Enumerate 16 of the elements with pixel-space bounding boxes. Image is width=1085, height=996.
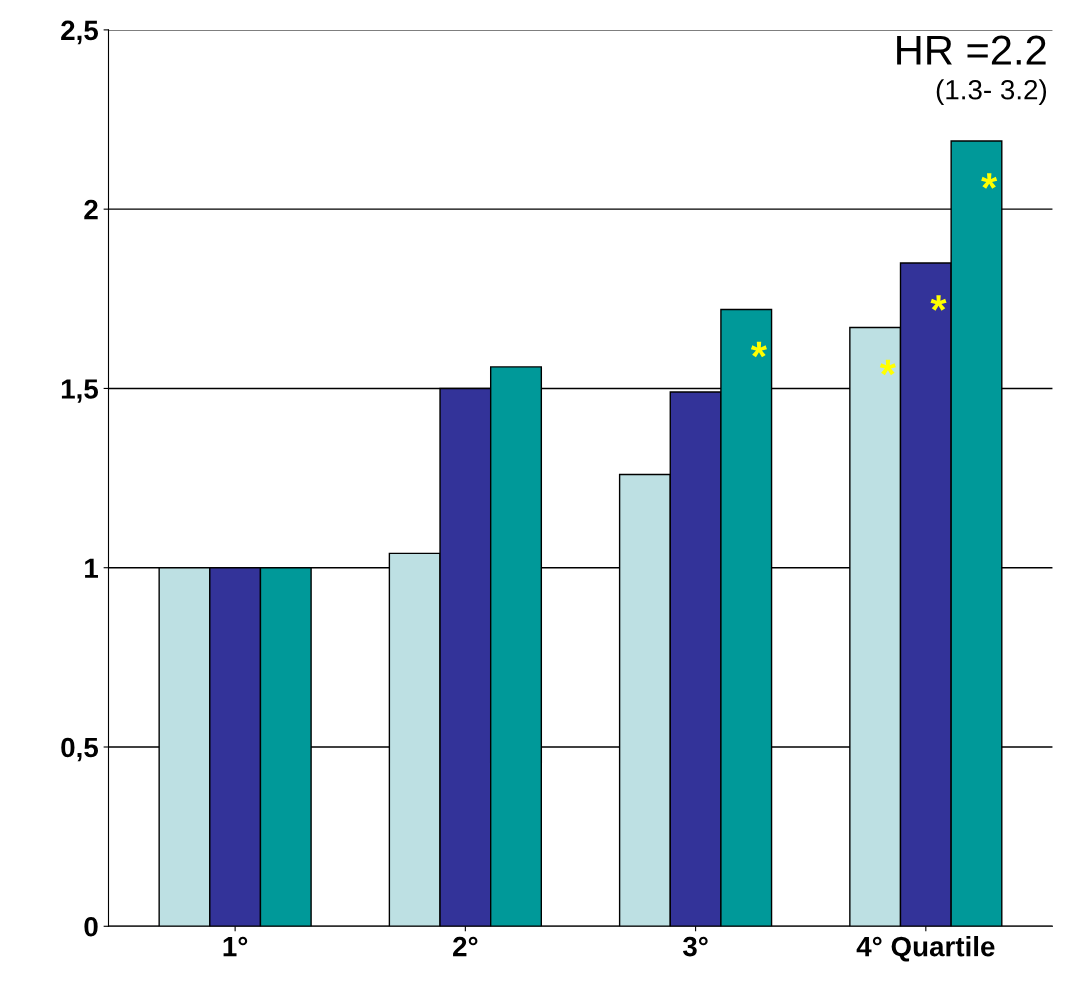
x-tick-label: 1° (223, 936, 248, 957)
y-tick-label: 0 (84, 916, 98, 937)
data-label: * (750, 341, 767, 358)
x-tick-label: 3° (682, 936, 708, 957)
annotation: HR =2.2 (897, 35, 1046, 65)
y-tick-label: 1 (85, 558, 99, 578)
y-tick-label: 2,5 (61, 20, 99, 45)
x-tick-label: 2° (453, 936, 478, 957)
y-tick-label: 0,5 (61, 737, 99, 762)
y-tick-label: 1,5 (61, 379, 99, 403)
annotation: (1.3- 3.2) (936, 79, 1047, 106)
data-label: * (930, 295, 947, 311)
x-tick-label: 4° Quartile (856, 936, 995, 962)
data-label: * (879, 359, 896, 376)
data-label: * (981, 173, 998, 189)
y-tick-label: 2 (84, 199, 98, 220)
